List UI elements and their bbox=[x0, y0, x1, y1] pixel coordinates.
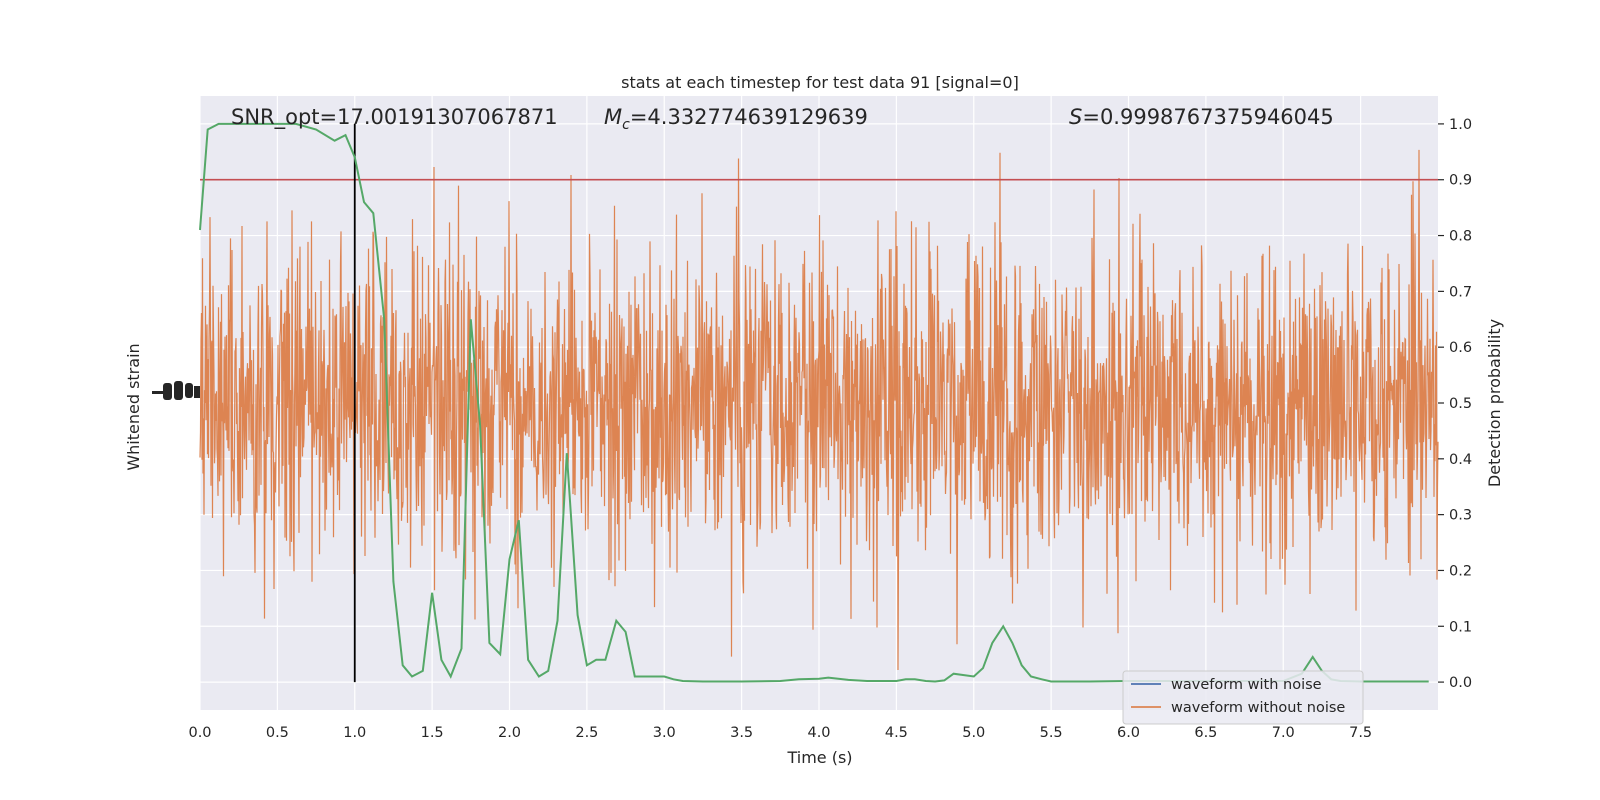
snr-annotation: SNR_opt=17.00191307067871 bbox=[231, 105, 558, 130]
left-axis-label: Whitened strain bbox=[124, 343, 143, 470]
x-tick-label: 6.0 bbox=[1117, 725, 1140, 741]
x-tick-label: 1.0 bbox=[343, 725, 366, 741]
x-axis-label: Time (s) bbox=[786, 748, 852, 767]
x-tick-label: 0.0 bbox=[188, 725, 211, 741]
x-tick-label: 5.5 bbox=[1040, 725, 1063, 741]
s-annotation: S=0.9998767375946045 bbox=[1069, 105, 1334, 129]
x-axis-ticks: 0.0 0.5 1.0 1.5 2.0 2.5 3.0 3.5 4.0 4.5 5.0 5.5 6.0 6… bbox=[188, 725, 1372, 741]
x-tick-label: 7.0 bbox=[1272, 725, 1295, 741]
legend: waveform with noise waveform without noi… bbox=[1122, 670, 1364, 725]
right-tick-label: 0.0 bbox=[1449, 675, 1472, 691]
right-tick-label: 0.1 bbox=[1449, 619, 1472, 635]
right-tick-label: 0.6 bbox=[1449, 340, 1472, 356]
legend-label-waveform-with-noise: waveform with noise bbox=[1171, 677, 1322, 693]
series-waveform-without-noise bbox=[199, 149, 1439, 671]
x-tick-label: 2.0 bbox=[498, 725, 521, 741]
series-detection-probability bbox=[199, 122, 1429, 683]
x-tick-label: 0.5 bbox=[266, 725, 289, 741]
right-tick-label: 0.8 bbox=[1449, 229, 1472, 245]
x-tick-label: 3.5 bbox=[730, 725, 753, 741]
x-tick-label: 6.5 bbox=[1194, 725, 1217, 741]
legend-label-waveform-without-noise: waveform without noise bbox=[1171, 700, 1345, 716]
right-axis-label: Detection probability bbox=[1485, 319, 1504, 487]
x-tick-label: 2.5 bbox=[575, 725, 598, 741]
left-axis-ticks-cluster bbox=[152, 381, 200, 400]
x-tick-label: 4.5 bbox=[885, 725, 908, 741]
right-tick-label: 0.4 bbox=[1449, 452, 1472, 468]
x-tick-label: 1.5 bbox=[421, 725, 444, 741]
right-tick-label: 0.2 bbox=[1449, 563, 1472, 579]
right-tick-label: 0.7 bbox=[1449, 284, 1472, 300]
x-tick-label: 5.0 bbox=[962, 725, 985, 741]
x-tick-label: 3.0 bbox=[653, 725, 676, 741]
right-tick-label: 1.0 bbox=[1449, 117, 1472, 133]
right-axis-ticks: 0.0 0.1 0.2 0.3 0.4 0.5 0.6 0.7 0.8 0.9 1.0 bbox=[1438, 117, 1472, 691]
x-tick-label: 4.0 bbox=[807, 725, 830, 741]
right-tick-label: 0.9 bbox=[1449, 173, 1472, 189]
chart-title: stats at each timestep for test data 91 … bbox=[621, 73, 1019, 92]
x-tick-label: 7.5 bbox=[1349, 725, 1372, 741]
right-tick-label: 0.5 bbox=[1449, 396, 1472, 412]
right-tick-label: 0.3 bbox=[1449, 508, 1472, 524]
chirp-mass-annotation: Mc=4.332774639129639 bbox=[604, 105, 868, 133]
